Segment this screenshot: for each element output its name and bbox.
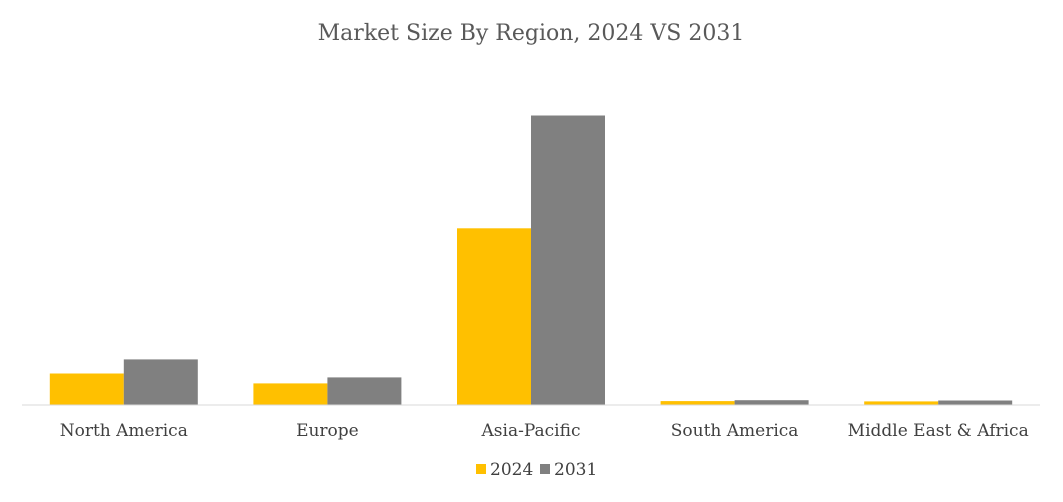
bar-2024-europe [253, 383, 328, 405]
legend-swatch-2024 [476, 464, 486, 474]
bar-2024-south-america [660, 401, 735, 405]
x-axis-labels: North America Europe Asia-Pacific South Ame… [60, 421, 1029, 441]
bar-2024-north-america [49, 373, 124, 405]
x-tick-label: Europe [296, 421, 359, 441]
bar-2024-middle-east-africa [864, 401, 939, 405]
x-tick-label: Asia-Pacific [481, 421, 581, 441]
x-tick-label: Middle East & Africa [848, 421, 1029, 441]
bar-2031-middle-east-africa [938, 400, 1013, 405]
x-tick-label: South America [671, 421, 799, 441]
legend-swatch-2031 [540, 464, 550, 474]
bars-group [49, 115, 1013, 405]
bar-2031-asia-pacific [531, 115, 605, 405]
bar-2031-south-america [734, 400, 809, 405]
bar-2031-europe [327, 377, 402, 405]
legend-label-2024: 2024 [490, 460, 533, 480]
legend-label-2031: 2031 [554, 460, 597, 480]
bar-2031-north-america [123, 359, 198, 405]
bar-2024-asia-pacific [457, 228, 531, 405]
legend: 2024 2031 [476, 460, 597, 480]
chart-title: Market Size By Region, 2024 VS 2031 [318, 21, 745, 46]
x-tick-label: North America [60, 421, 188, 441]
